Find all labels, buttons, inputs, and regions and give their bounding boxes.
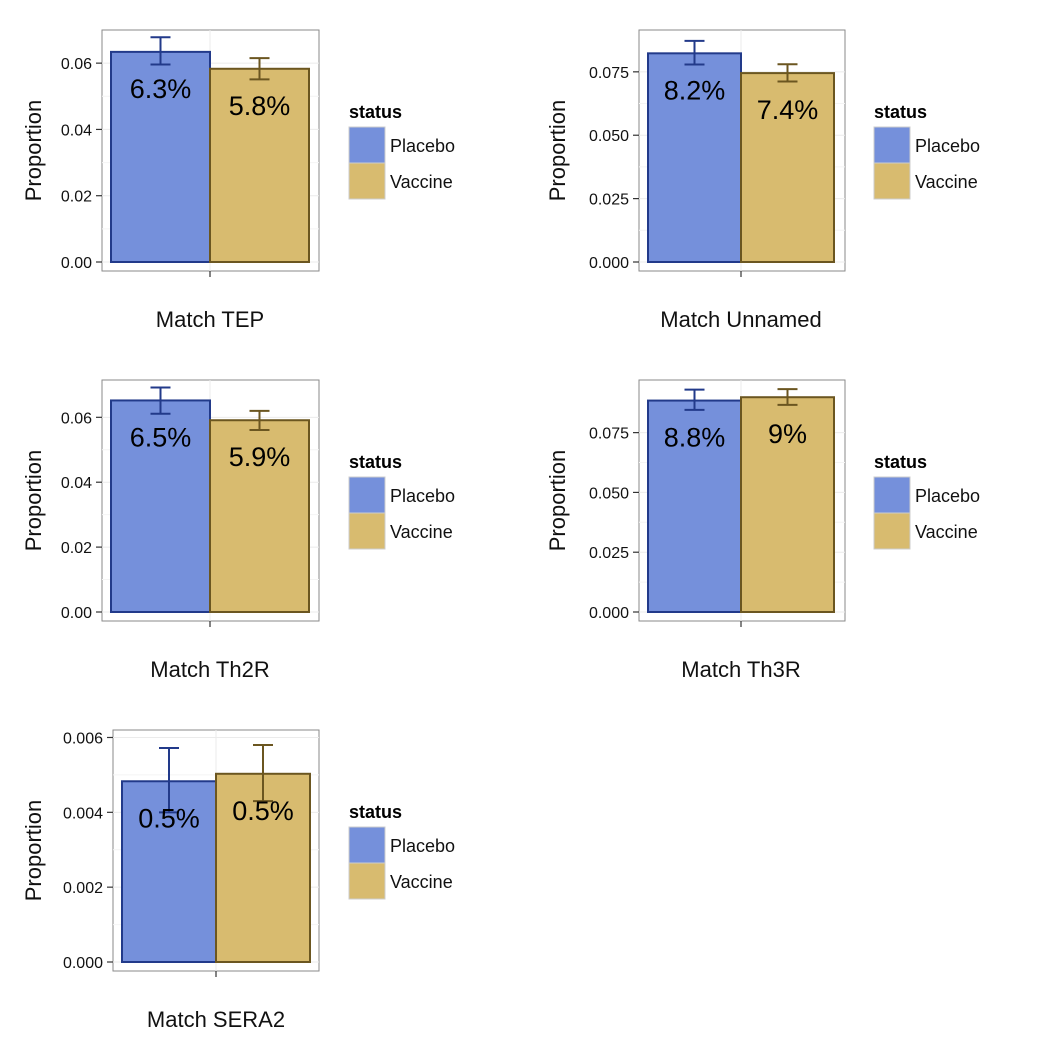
legend: status Placebo Vaccine — [348, 452, 455, 550]
legend-label-placebo: Placebo — [915, 136, 980, 156]
chart-panel-5: 0.000 0.002 0.004 0.006 0.5% 0.5% Match SERA2 P… — [21, 729, 455, 1032]
y-tick-label: 0.04 — [61, 475, 92, 492]
bar-vaccine — [740, 72, 835, 264]
chart-panel-4: 0.000 0.025 0.050 0.075 8.8% 9% Match Th3R Prop… — [545, 379, 980, 682]
error-bar-vaccine — [777, 63, 798, 83]
legend-title: status — [349, 452, 402, 472]
error-bar-vaccine — [249, 409, 270, 431]
y-axis-label: Proportion — [21, 800, 46, 902]
y-axis-label: Proportion — [545, 100, 570, 202]
legend-key-vaccine — [873, 512, 911, 550]
legend-label-placebo: Placebo — [390, 836, 455, 856]
legend-label-placebo: Placebo — [390, 136, 455, 156]
y-tick-label: 0.00 — [61, 605, 92, 622]
legend-label-placebo: Placebo — [915, 486, 980, 506]
bar-vaccine — [209, 67, 310, 263]
data-label-vaccine: 7.4% — [757, 95, 819, 125]
legend: status Placebo Vaccine — [873, 102, 980, 200]
y-tick-label: 0.025 — [589, 192, 629, 209]
x-axis-label: Match Th2R — [150, 657, 269, 682]
y-tick-label: 0.04 — [61, 122, 92, 139]
legend: status Placebo Vaccine — [348, 102, 455, 200]
x-axis-label: Match Unnamed — [660, 307, 821, 332]
legend-title: status — [349, 102, 402, 122]
legend-key-placebo — [873, 126, 911, 164]
data-label-vaccine: 5.8% — [229, 91, 291, 121]
y-axis-label: Proportion — [21, 450, 46, 552]
bar-vaccine — [215, 772, 311, 963]
y-axis-label: Proportion — [545, 450, 570, 552]
y-tick-label: 0.06 — [61, 410, 92, 427]
y-tick-label: 0.000 — [63, 955, 103, 972]
y-tick-label: 0.06 — [61, 56, 92, 73]
legend-key-vaccine — [348, 162, 386, 200]
data-label-vaccine: 0.5% — [232, 796, 294, 826]
x-axis-label: Match SERA2 — [147, 1007, 285, 1032]
y-tick-label: 0.00 — [61, 255, 92, 272]
y-tick-label: 0.02 — [61, 540, 92, 557]
legend-label-vaccine: Vaccine — [390, 872, 453, 892]
error-bar-vaccine — [249, 57, 270, 81]
bar-placebo — [647, 399, 742, 613]
legend-label-vaccine: Vaccine — [390, 522, 453, 542]
legend-key-placebo — [348, 126, 386, 164]
y-tick-label: 0.002 — [63, 880, 103, 897]
y-tick-label: 0.050 — [589, 128, 629, 145]
y-tick-label: 0.000 — [589, 605, 629, 622]
y-tick-label: 0.025 — [589, 545, 629, 562]
legend-label-vaccine: Vaccine — [915, 522, 978, 542]
legend-label-vaccine: Vaccine — [390, 172, 453, 192]
y-axis-label: Proportion — [21, 100, 46, 202]
error-bar-placebo — [684, 388, 705, 411]
legend-key-vaccine — [348, 512, 386, 550]
legend-label-placebo: Placebo — [390, 486, 455, 506]
error-bar-vaccine — [253, 743, 273, 803]
legend-key-placebo — [348, 826, 386, 864]
legend-title: status — [349, 802, 402, 822]
error-bar-placebo — [150, 386, 171, 415]
y-tick-label: 0.000 — [589, 255, 629, 272]
legend-key-placebo — [348, 476, 386, 514]
error-bar-placebo — [684, 39, 705, 66]
error-bar-placebo — [159, 746, 179, 814]
x-axis-label: Match TEP — [156, 307, 264, 332]
legend-label-vaccine: Vaccine — [915, 172, 978, 192]
legend-title: status — [874, 452, 927, 472]
legend-title: status — [874, 102, 927, 122]
error-bar-placebo — [150, 36, 171, 66]
y-tick-label: 0.075 — [589, 65, 629, 82]
chart-panel-3: 0.00 0.02 0.04 0.06 6.5% 5.9% Match Th2R Propor… — [21, 379, 455, 682]
legend: status Placebo Vaccine — [873, 452, 980, 550]
data-label-placebo: 6.3% — [130, 74, 192, 104]
data-label-placebo: 8.8% — [664, 423, 726, 453]
bar-vaccine — [209, 419, 310, 613]
data-label-vaccine: 9% — [768, 419, 807, 449]
y-tick-label: 0.02 — [61, 189, 92, 206]
y-tick-label: 0.006 — [63, 730, 103, 747]
legend: status Placebo Vaccine — [348, 802, 455, 900]
chart-panel-2: 0.000 0.025 0.050 0.075 8.2% 7.4% Match Unname… — [545, 29, 980, 332]
x-axis-label: Match Th3R — [681, 657, 800, 682]
chart-panel-1: 0.00 0.02 0.04 0.06 6.3% 5.8% Match TEP Proport… — [21, 29, 455, 332]
data-label-placebo: 0.5% — [138, 803, 200, 833]
y-tick-label: 0.004 — [63, 805, 103, 822]
legend-key-vaccine — [348, 862, 386, 900]
legend-key-vaccine — [873, 162, 911, 200]
y-tick-label: 0.050 — [589, 485, 629, 502]
error-bar-vaccine — [777, 388, 798, 406]
data-label-vaccine: 5.9% — [229, 442, 291, 472]
data-label-placebo: 6.5% — [130, 422, 192, 452]
data-label-placebo: 8.2% — [664, 75, 726, 105]
legend-key-placebo — [873, 476, 911, 514]
bar-placebo — [647, 52, 742, 263]
y-tick-label: 0.075 — [589, 426, 629, 443]
